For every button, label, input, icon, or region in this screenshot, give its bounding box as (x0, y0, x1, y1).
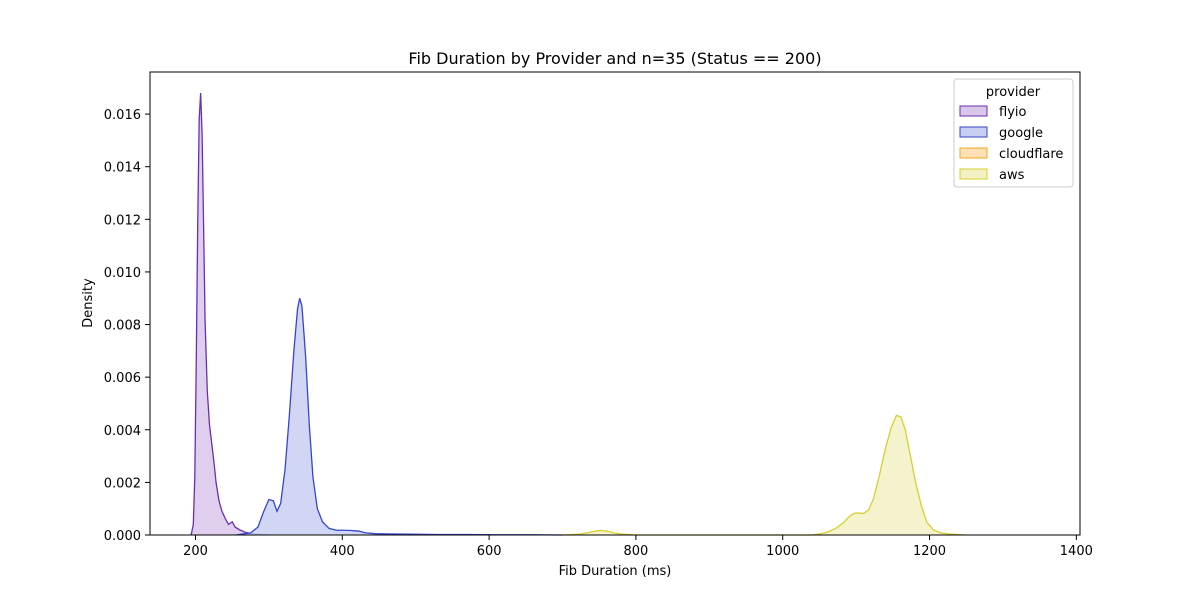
series-layer (190, 93, 967, 536)
legend-label-aws: aws (999, 168, 1025, 183)
legend-label-google: google (999, 126, 1043, 141)
series-area-flyio (191, 93, 269, 536)
y-tick-label: 0.010 (104, 266, 141, 281)
y-tick-label: 0.016 (104, 108, 141, 123)
y-tick-label: 0.008 (104, 319, 141, 334)
x-axis-label: Fib Duration (ms) (559, 564, 672, 579)
plot-frame (149, 71, 1081, 536)
y-tick-label: 0.012 (104, 213, 141, 228)
x-tick-label: 400 (330, 544, 355, 559)
y-axis: 0.000 0.002 0.004 0.006 0.008 0.010 0.012 0.014… (104, 108, 150, 544)
legend: provider flyio google cloudflare aws (953, 78, 1074, 188)
y-tick-label: 0.006 (104, 371, 141, 386)
legend-label-flyio: flyio (999, 105, 1026, 120)
legend-swatch-aws (959, 168, 988, 180)
chart-title: Fib Duration by Provider and n=35 (Statu… (408, 49, 821, 68)
x-tick-label: 800 (624, 544, 649, 559)
x-tick-label: 600 (477, 544, 502, 559)
legend-swatch-google (959, 126, 988, 138)
x-tick-label: 200 (183, 544, 208, 559)
series-line-aws (562, 414, 967, 536)
legend-swatch-cloudflare (959, 147, 988, 159)
y-tick-label: 0.014 (104, 161, 141, 176)
series-line-google (235, 298, 563, 536)
y-axis-label: Density (81, 278, 96, 328)
x-tick-label: 1400 (1060, 544, 1093, 559)
legend-swatch-flyio (959, 105, 988, 117)
legend-items: flyio google cloudflare aws (959, 105, 1063, 183)
legend-title: provider (986, 85, 1041, 100)
series-area-aws (562, 415, 967, 535)
x-tick-label: 1000 (766, 544, 799, 559)
y-tick-label: 0.000 (104, 529, 141, 544)
y-tick-label: 0.002 (104, 476, 141, 491)
series-area-google (235, 298, 563, 535)
x-tick-label: 1200 (913, 544, 946, 559)
y-tick-label: 0.004 (104, 424, 141, 439)
legend-label-cloudflare: cloudflare (999, 147, 1063, 162)
x-axis: 200 400 600 800 1000 1200 1400 (183, 535, 1093, 559)
series-line-flyio (190, 93, 269, 536)
